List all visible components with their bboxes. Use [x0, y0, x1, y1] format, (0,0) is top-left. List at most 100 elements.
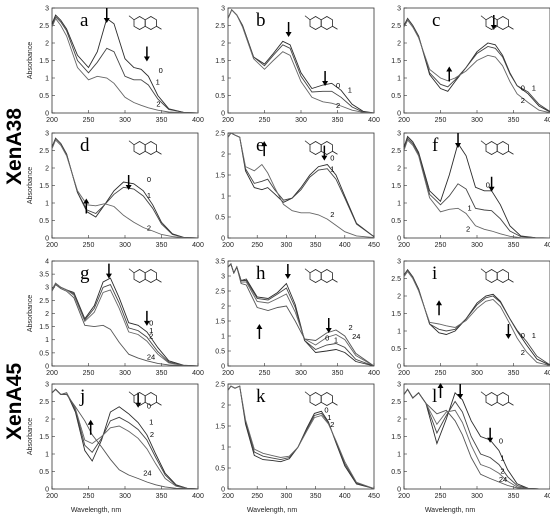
y-tick-label: 0.5 [39, 93, 49, 100]
curve-label: 2 [336, 101, 340, 110]
curve-label: 1 [156, 77, 160, 86]
carbonyl-bond-icon [156, 150, 162, 155]
y-tick-label: 3 [45, 5, 49, 12]
series-line-2 [51, 282, 199, 367]
carbonyl-bond-icon [156, 25, 162, 30]
arrow-head-icon [488, 186, 495, 192]
y-tick-label: 0 [397, 235, 401, 242]
x-tick-label: 400 [339, 242, 351, 249]
y-tick-label: 2.5 [215, 23, 225, 30]
x-tick-label: 450 [368, 242, 380, 249]
series-line-2 [51, 139, 199, 239]
series-line-2 [403, 270, 550, 367]
molecule-structure-icon [128, 140, 162, 155]
y-tick-label: 1 [45, 75, 49, 82]
curve-label: 1 [334, 336, 338, 345]
row-label-xena45: XenA45 [3, 363, 26, 440]
x-tick-label: 250 [435, 117, 447, 124]
y-tick-label: 1 [397, 75, 401, 82]
arrow-head-icon [103, 18, 110, 23]
y-tick-label: 1.5 [215, 318, 225, 325]
carbonyl-bond-icon [508, 25, 514, 30]
curve-label: 2 [521, 348, 525, 357]
y-tick-label: 3 [45, 130, 49, 137]
x-tick-label: 250 [435, 242, 447, 249]
y-tick-label: 1 [221, 333, 225, 340]
y-tick-label: 3 [45, 381, 49, 388]
y-tick-label: 2.5 [391, 399, 401, 406]
x-tick-label: 400 [544, 370, 550, 377]
series-line-1 [227, 9, 375, 114]
x-tick-label: 250 [259, 370, 271, 377]
x-tick-label: 400 [192, 117, 204, 124]
y-tick-label: 0 [221, 110, 225, 117]
series-line-1 [51, 16, 199, 114]
carbonyl-bond-icon [156, 401, 162, 406]
y-tick-label: 2.5 [215, 381, 225, 388]
y-tick-label: 1 [397, 451, 401, 458]
x-tick-label: 200 [222, 370, 234, 377]
curve-label: 2 [147, 223, 151, 232]
curve-label: 24 [147, 352, 155, 361]
x-tick-label: 350 [508, 242, 520, 249]
y-tick-label: 2 [45, 40, 49, 47]
y-tick-label: 3 [397, 5, 401, 12]
y-tick-label: 1 [45, 451, 49, 458]
arrow-head-icon [322, 81, 329, 86]
y-tick-label: 1.5 [39, 324, 49, 331]
x-tick-label: 300 [119, 493, 131, 500]
x-tick-label: 350 [156, 242, 168, 249]
series-line-24 [227, 263, 375, 367]
plot-frame [51, 383, 199, 490]
arrow-head-icon [321, 155, 328, 161]
series-line-2 [227, 385, 375, 490]
y-tick-label: 1.5 [215, 58, 225, 65]
x-tick-label: 250 [251, 493, 263, 500]
x-tick-label: 400 [368, 117, 380, 124]
x-tick-label: 350 [508, 370, 520, 377]
arrow-head-icon [87, 419, 94, 425]
molecule-structure-icon [128, 391, 162, 406]
molecule-structure-icon [480, 391, 514, 406]
y-tick-label: 0.5 [215, 465, 225, 472]
y-tick-label: 3 [397, 258, 401, 265]
y-tick-label: 0 [221, 363, 225, 370]
panel-l: 00.511.522.5320025030035040001224l [391, 381, 550, 500]
y-tick-label: 0 [397, 486, 401, 493]
y-tick-label: 0 [45, 110, 49, 117]
x-tick-label: 250 [83, 242, 95, 249]
molecule-structure-icon [304, 15, 338, 30]
arrow-head-icon [437, 383, 444, 388]
y-tick-label: 2 [221, 303, 225, 310]
arrow-head-icon [284, 274, 291, 279]
substituent-bond-icon [480, 140, 487, 146]
y-tick-label: 2 [45, 311, 49, 318]
panel-letter-b: b [256, 10, 266, 31]
panel-letter-k: k [256, 386, 266, 407]
y-tick-label: 2.5 [391, 23, 401, 30]
series-line-1 [51, 137, 199, 239]
y-tick-label: 2 [221, 402, 225, 409]
carbonyl-bond-icon [332, 278, 338, 283]
curve-label: 0 [521, 83, 525, 92]
curve-label: 0 [159, 66, 163, 75]
y-tick-label: 0.5 [391, 469, 401, 476]
arrow-head-icon [505, 334, 512, 339]
y-tick-label: 3 [45, 285, 49, 292]
curve-label: 2 [330, 420, 334, 429]
x-tick-label: 300 [295, 117, 307, 124]
series-line-2 [403, 19, 550, 114]
x-tick-label: 250 [259, 117, 271, 124]
substituent-bond-icon [128, 391, 135, 397]
pyrone-ring-icon [496, 16, 509, 30]
curve-label: 0 [521, 331, 525, 340]
x-tick-label: 300 [471, 493, 483, 500]
pyrone-ring-icon [144, 269, 157, 283]
carbonyl-bond-icon [508, 150, 514, 155]
x-tick-label: 350 [332, 370, 344, 377]
y-tick-label: 2.5 [39, 399, 49, 406]
curve-label: 2 [348, 323, 352, 332]
x-tick-label: 200 [46, 493, 58, 500]
y-tick-label: 1.5 [39, 434, 49, 441]
